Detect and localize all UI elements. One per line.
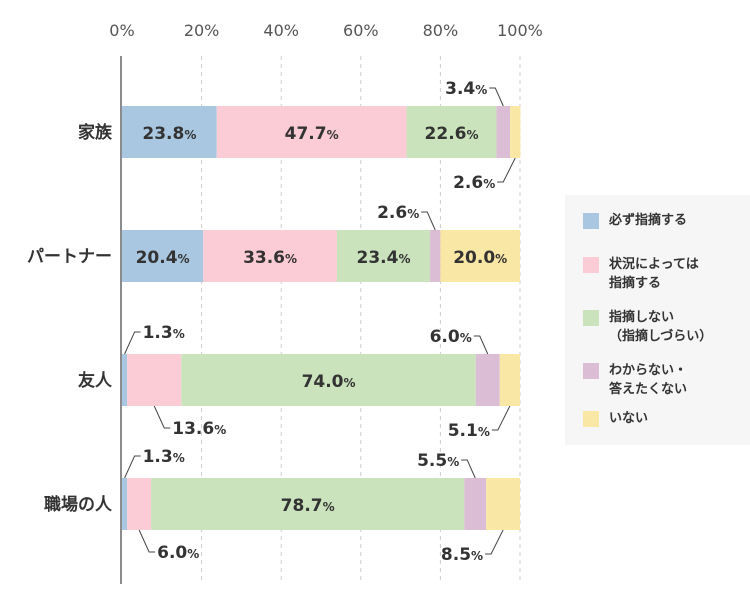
- data-label-2-2: 74.0%: [302, 372, 356, 392]
- legend-label-2: 指摘しない （指摘しづらい）: [609, 310, 713, 344]
- bar-0-4: [510, 106, 521, 158]
- bar-3-0: [122, 478, 128, 530]
- bars: [122, 106, 521, 530]
- legend-label-0: 必ず指摘する: [609, 213, 688, 228]
- x-tick-labels: 0% 20% 40% 60% 80% 100%: [109, 21, 543, 40]
- legend-label-1: 状況によっては 指摘する: [609, 257, 699, 291]
- data-label-1-2: 23.4%: [356, 248, 410, 268]
- bar-1-2: [336, 230, 431, 282]
- callout-label-2-3: 6.0%: [430, 327, 472, 347]
- leader-line-6: [491, 405, 511, 431]
- bar-1-0: [122, 230, 204, 282]
- leader-line-2: [421, 211, 436, 231]
- bar-0-3: [496, 106, 511, 158]
- bar-2-3: [475, 354, 500, 406]
- legend-swatch-2: [583, 310, 599, 326]
- leader-line-0: [489, 87, 504, 107]
- callout-label-0-3: 3.4%: [445, 79, 487, 99]
- leader-line-5: [473, 335, 489, 355]
- leader-line-1: [497, 157, 516, 183]
- category-label-3: 職場の人: [44, 494, 113, 515]
- data-label-1-0: 20.4%: [136, 248, 190, 268]
- bar-1-4: [440, 230, 520, 282]
- callout-label-3-1: 6.0%: [157, 543, 199, 563]
- leader-line-4: [153, 405, 171, 429]
- callout-label-3-3: 5.5%: [417, 451, 459, 471]
- bar-0-1: [216, 106, 407, 158]
- legend: 必ず指摘する 状況によっては 指摘する 指摘しない （指摘しづらい） わからない…: [565, 195, 750, 445]
- data-label-1-1: 33.6%: [243, 248, 297, 268]
- x-tick-3: 60%: [343, 21, 379, 40]
- legend-item-4: いない: [583, 409, 648, 428]
- legend-item-2: 指摘しない （指摘しづらい）: [583, 308, 712, 346]
- leader-line-7: [124, 455, 141, 479]
- bar-2-0: [122, 354, 128, 406]
- leader-line-8: [138, 529, 156, 553]
- bar-1-1: [203, 230, 337, 282]
- bar-0-2: [406, 106, 497, 158]
- legend-swatch-1: [583, 257, 599, 273]
- x-tick-4: 80%: [423, 21, 459, 40]
- bar-2-4: [499, 354, 520, 406]
- bar-0-0: [122, 106, 217, 158]
- leader-line-9: [461, 459, 476, 479]
- x-tick-0: 0%: [109, 21, 134, 40]
- data-label-1-4: 20.0%: [453, 248, 507, 268]
- leader-line-3: [124, 331, 141, 355]
- x-tick-1: 20%: [184, 21, 220, 40]
- bar-3-4: [486, 478, 520, 530]
- data-label-0-0: 23.8%: [142, 124, 196, 144]
- legend-swatch-0: [583, 213, 599, 229]
- category-label-2: 友人: [78, 370, 113, 391]
- data-label-3-2: 78.7%: [281, 496, 335, 516]
- legend-label-4: いない: [609, 411, 649, 426]
- category-label-0: 家族: [78, 122, 113, 143]
- callout-label-1-3: 2.6%: [377, 203, 419, 223]
- bar-2-2: [181, 354, 476, 406]
- x-tick-2: 40%: [263, 21, 299, 40]
- x-tick-5: 100%: [497, 21, 543, 40]
- bar-3-1: [127, 478, 152, 530]
- callout-label-3-0: 1.3%: [143, 447, 185, 467]
- legend-item-1: 状況によっては 指摘する: [583, 255, 699, 293]
- callout-label-2-1: 13.6%: [172, 419, 226, 439]
- legend-swatch-4: [583, 411, 599, 427]
- bar-2-1: [127, 354, 182, 406]
- callout-label-3-4: 8.5%: [441, 545, 483, 565]
- data-label-0-2: 22.6%: [425, 124, 479, 144]
- callout-label-0-4: 2.6%: [453, 173, 495, 193]
- legend-label-3: わからない・ 答えたくない: [609, 363, 688, 397]
- data-label-0-1: 47.7%: [285, 124, 339, 144]
- callout-label-2-0: 1.3%: [143, 323, 185, 343]
- data-labels: 23.8% 47.7% 22.6% 20.4% 33.6% 23.4% 20.0% 74.0%…: [124, 79, 516, 565]
- callout-label-2-4: 5.1%: [448, 421, 490, 441]
- legend-swatch-3: [583, 363, 599, 379]
- legend-item-0: 必ず指摘する: [583, 211, 687, 230]
- leader-line-10: [485, 529, 504, 555]
- bar-3-2: [151, 478, 465, 530]
- bar-3-3: [464, 478, 487, 530]
- category-label-1: パートナー: [27, 247, 112, 267]
- legend-item-3: わからない・ 答えたくない: [583, 361, 687, 399]
- bar-1-3: [430, 230, 441, 282]
